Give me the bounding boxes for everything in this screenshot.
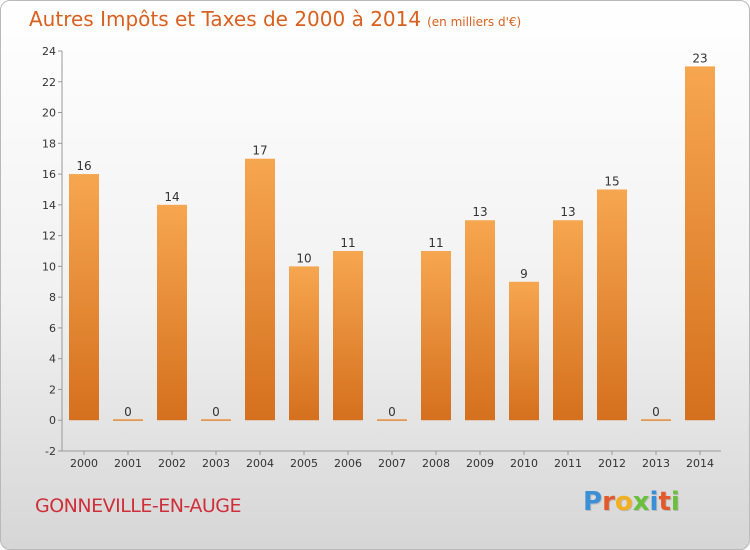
x-tick-label: 2008 xyxy=(422,457,450,470)
bar-2012 xyxy=(597,189,627,421)
y-tick-label: 16 xyxy=(42,168,56,181)
bar-2003 xyxy=(201,419,231,421)
x-tick-label: 2012 xyxy=(598,457,626,470)
x-tick-label: 2005 xyxy=(290,457,318,470)
y-tick-label: 4 xyxy=(49,353,56,366)
x-tick-label: 2014 xyxy=(686,457,714,470)
x-tick-label: 2006 xyxy=(334,457,362,470)
y-tick-label: 10 xyxy=(42,260,56,273)
y-tick-label: 24 xyxy=(42,45,56,58)
value-label-2004: 17 xyxy=(252,144,267,158)
y-tick-label: 6 xyxy=(49,322,56,335)
bar-2007 xyxy=(377,419,407,421)
x-tick-label: 2010 xyxy=(510,457,538,470)
y-tick-label: -2 xyxy=(45,445,56,458)
y-tick-label: 0 xyxy=(49,414,56,427)
x-tick-label: 2013 xyxy=(642,457,670,470)
y-tick-label: 20 xyxy=(42,107,56,120)
chart-unit: (en milliers d'€) xyxy=(427,15,522,29)
bar-2008 xyxy=(421,251,451,421)
x-tick-label: 2001 xyxy=(114,457,142,470)
value-label-2005: 10 xyxy=(296,251,311,265)
y-tick-label: 18 xyxy=(42,137,56,150)
x-tick-label: 2002 xyxy=(158,457,186,470)
y-tick-label: 12 xyxy=(42,230,56,243)
bar-2009 xyxy=(465,220,495,421)
proxiti-logo: Proxiti xyxy=(583,487,680,517)
bar-2011 xyxy=(553,220,583,421)
value-label-2010: 9 xyxy=(520,267,528,281)
x-tick-label: 2004 xyxy=(246,457,274,470)
bar-2006 xyxy=(333,251,363,421)
bar-2004 xyxy=(245,158,275,421)
y-tick-label: 8 xyxy=(49,291,56,304)
logo-letter: x xyxy=(632,487,650,517)
bar-2001 xyxy=(113,419,143,421)
value-label-2013: 0 xyxy=(652,405,660,419)
value-label-2003: 0 xyxy=(212,405,220,419)
bar-2002 xyxy=(157,204,187,421)
value-label-2012: 15 xyxy=(604,174,619,188)
logo-letter: r xyxy=(602,487,615,517)
value-label-2008: 11 xyxy=(428,236,443,250)
value-label-2000: 16 xyxy=(76,159,91,173)
y-tick-label: 2 xyxy=(49,383,56,396)
chart-title: Autres Impôts et Taxes de 2000 à 2014 (en… xyxy=(29,7,521,31)
y-tick-label: 14 xyxy=(42,199,56,212)
x-tick-label: 2009 xyxy=(466,457,494,470)
logo-letter: P xyxy=(583,487,603,517)
value-label-2007: 0 xyxy=(388,405,396,419)
value-label-2009: 13 xyxy=(472,205,487,219)
place-name: GONNEVILLE-EN-AUGE xyxy=(35,495,242,517)
y-tick-label: 22 xyxy=(42,76,56,89)
bar-2013 xyxy=(641,419,671,421)
logo-letter: i xyxy=(670,487,680,517)
value-label-2014: 23 xyxy=(692,51,707,65)
logo-letter: t xyxy=(658,487,671,517)
bar-2000 xyxy=(69,174,99,421)
x-tick-label: 2000 xyxy=(70,457,98,470)
value-label-2006: 11 xyxy=(340,236,355,250)
bar-2014 xyxy=(685,66,715,421)
value-label-2011: 13 xyxy=(560,205,575,219)
bar-2005 xyxy=(289,266,319,421)
chart-title-text: Autres Impôts et Taxes de 2000 à 2014 xyxy=(29,7,422,31)
value-label-2001: 0 xyxy=(124,405,132,419)
logo-letter: o xyxy=(614,487,633,517)
value-label-2002: 14 xyxy=(164,190,179,204)
x-tick-label: 2011 xyxy=(554,457,582,470)
x-tick-label: 2003 xyxy=(202,457,230,470)
bar-2010 xyxy=(509,281,539,421)
logo-letter: i xyxy=(649,487,659,517)
x-tick-label: 2007 xyxy=(378,457,406,470)
